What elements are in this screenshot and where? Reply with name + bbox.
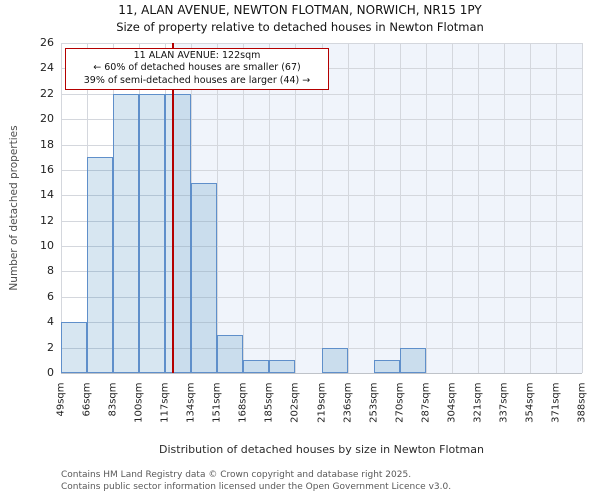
x-tick-label: 354sqm	[524, 382, 536, 423]
y-tick-label: 6	[47, 289, 54, 303]
gridline-horizontal	[61, 93, 582, 95]
y-tick-label: 22	[40, 86, 54, 100]
x-tick-label: 337sqm	[498, 382, 510, 423]
x-axis-line	[61, 373, 582, 374]
gridline-vertical	[399, 43, 401, 373]
x-tick-label: 304sqm	[446, 382, 458, 423]
gridline-vertical	[555, 43, 557, 373]
x-tick-label: 388sqm	[576, 382, 588, 423]
histogram-bar	[87, 157, 114, 373]
y-tick-label: 0	[47, 366, 54, 379]
gridline-horizontal	[61, 119, 582, 121]
x-tick-label: 100sqm	[133, 382, 145, 423]
gridline-vertical	[61, 43, 62, 373]
histogram-bar	[373, 360, 400, 373]
x-tick-label: 202sqm	[289, 382, 301, 423]
gridline-vertical	[243, 43, 245, 373]
gridline-vertical	[425, 43, 427, 373]
gridline-vertical	[373, 43, 375, 373]
y-tick-label: 18	[40, 137, 54, 151]
x-tick-label: 134sqm	[185, 382, 197, 423]
x-tick-label: 66sqm	[81, 382, 93, 417]
gridline-vertical	[217, 43, 219, 373]
gridline-horizontal	[61, 322, 582, 324]
x-tick-label: 253sqm	[368, 382, 380, 423]
histogram-bar	[321, 347, 348, 373]
x-tick-label: 117sqm	[159, 382, 171, 423]
histogram-bar	[165, 93, 192, 373]
subject-property-marker-line	[172, 43, 175, 373]
histogram-bar	[217, 334, 244, 373]
annotation-line-2: ← 60% of detached houses are smaller (67…	[93, 62, 301, 74]
histogram-bar	[399, 347, 426, 373]
plot-area: 11 ALAN AVENUE: 122sqm ← 60% of detached…	[61, 43, 583, 374]
chart-subtitle: Size of property relative to detached ho…	[116, 20, 484, 34]
x-tick-label: 236sqm	[342, 382, 354, 423]
histogram-bar	[139, 93, 166, 373]
y-tick-label: 26	[40, 36, 54, 49]
y-tick-label: 24	[40, 61, 54, 75]
annotation-line-3: 39% of semi-detached houses are larger (…	[83, 74, 311, 86]
annotation-box: 11 ALAN AVENUE: 122sqm ← 60% of detached…	[65, 48, 329, 91]
x-tick-label: 151sqm	[211, 382, 223, 423]
gridline-horizontal	[61, 169, 582, 171]
x-tick-label: 287sqm	[420, 382, 432, 423]
y-tick-label: 10	[40, 239, 54, 253]
x-tick-label: 49sqm	[55, 382, 67, 417]
gridline-vertical	[347, 43, 349, 373]
y-tick-label: 4	[47, 315, 54, 329]
x-tick-label: 168sqm	[237, 382, 249, 423]
gridline-vertical	[503, 43, 505, 373]
gridline-vertical	[477, 43, 479, 373]
x-tick-label: 321sqm	[472, 382, 484, 423]
gridline-horizontal	[61, 220, 582, 222]
chart-title: 11, ALAN AVENUE, NEWTON FLOTMAN, NORWICH…	[118, 3, 482, 17]
gridline-vertical	[451, 43, 453, 373]
histogram-bar	[191, 182, 218, 373]
gridline-vertical	[269, 43, 271, 373]
attribution-line-2: Contains public sector information licen…	[61, 481, 452, 492]
gridline-horizontal	[61, 43, 582, 44]
y-tick-label: 14	[40, 188, 54, 202]
gridline-horizontal	[61, 246, 582, 248]
larger-than-marker-shade	[173, 43, 582, 373]
gridline-horizontal	[61, 195, 582, 197]
histogram-bar	[61, 322, 88, 373]
y-tick-label: 20	[40, 112, 54, 126]
annotation-line-1: 11 ALAN AVENUE: 122sqm	[133, 50, 261, 61]
gridline-horizontal	[61, 296, 582, 298]
y-tick-label: 2	[47, 340, 54, 354]
x-tick-label: 371sqm	[550, 382, 562, 423]
y-axis-label: Number of detached properties	[8, 125, 20, 291]
histogram-bar	[113, 93, 140, 373]
histogram-bar	[243, 360, 270, 373]
y-tick-label: 12	[40, 213, 54, 227]
gridline-horizontal	[61, 271, 582, 273]
y-tick-label: 8	[47, 264, 54, 278]
gridline-vertical	[295, 43, 297, 373]
x-tick-label: 185sqm	[263, 382, 275, 423]
x-tick-label: 83sqm	[107, 382, 119, 417]
histogram-bar	[269, 360, 296, 373]
x-tick-label: 270sqm	[394, 382, 406, 423]
attribution-line-1: Contains HM Land Registry data © Crown c…	[61, 470, 412, 480]
gridline-vertical	[529, 43, 531, 373]
x-tick-label: 219sqm	[316, 382, 327, 423]
attribution-footer: Contains HM Land Registry data © Crown c…	[61, 470, 451, 493]
gridline-horizontal	[61, 144, 582, 146]
gridline-vertical	[321, 43, 323, 373]
y-tick-label: 16	[40, 162, 54, 176]
x-axis-label: Distribution of detached houses by size …	[159, 443, 484, 456]
gridline-vertical	[582, 43, 583, 373]
